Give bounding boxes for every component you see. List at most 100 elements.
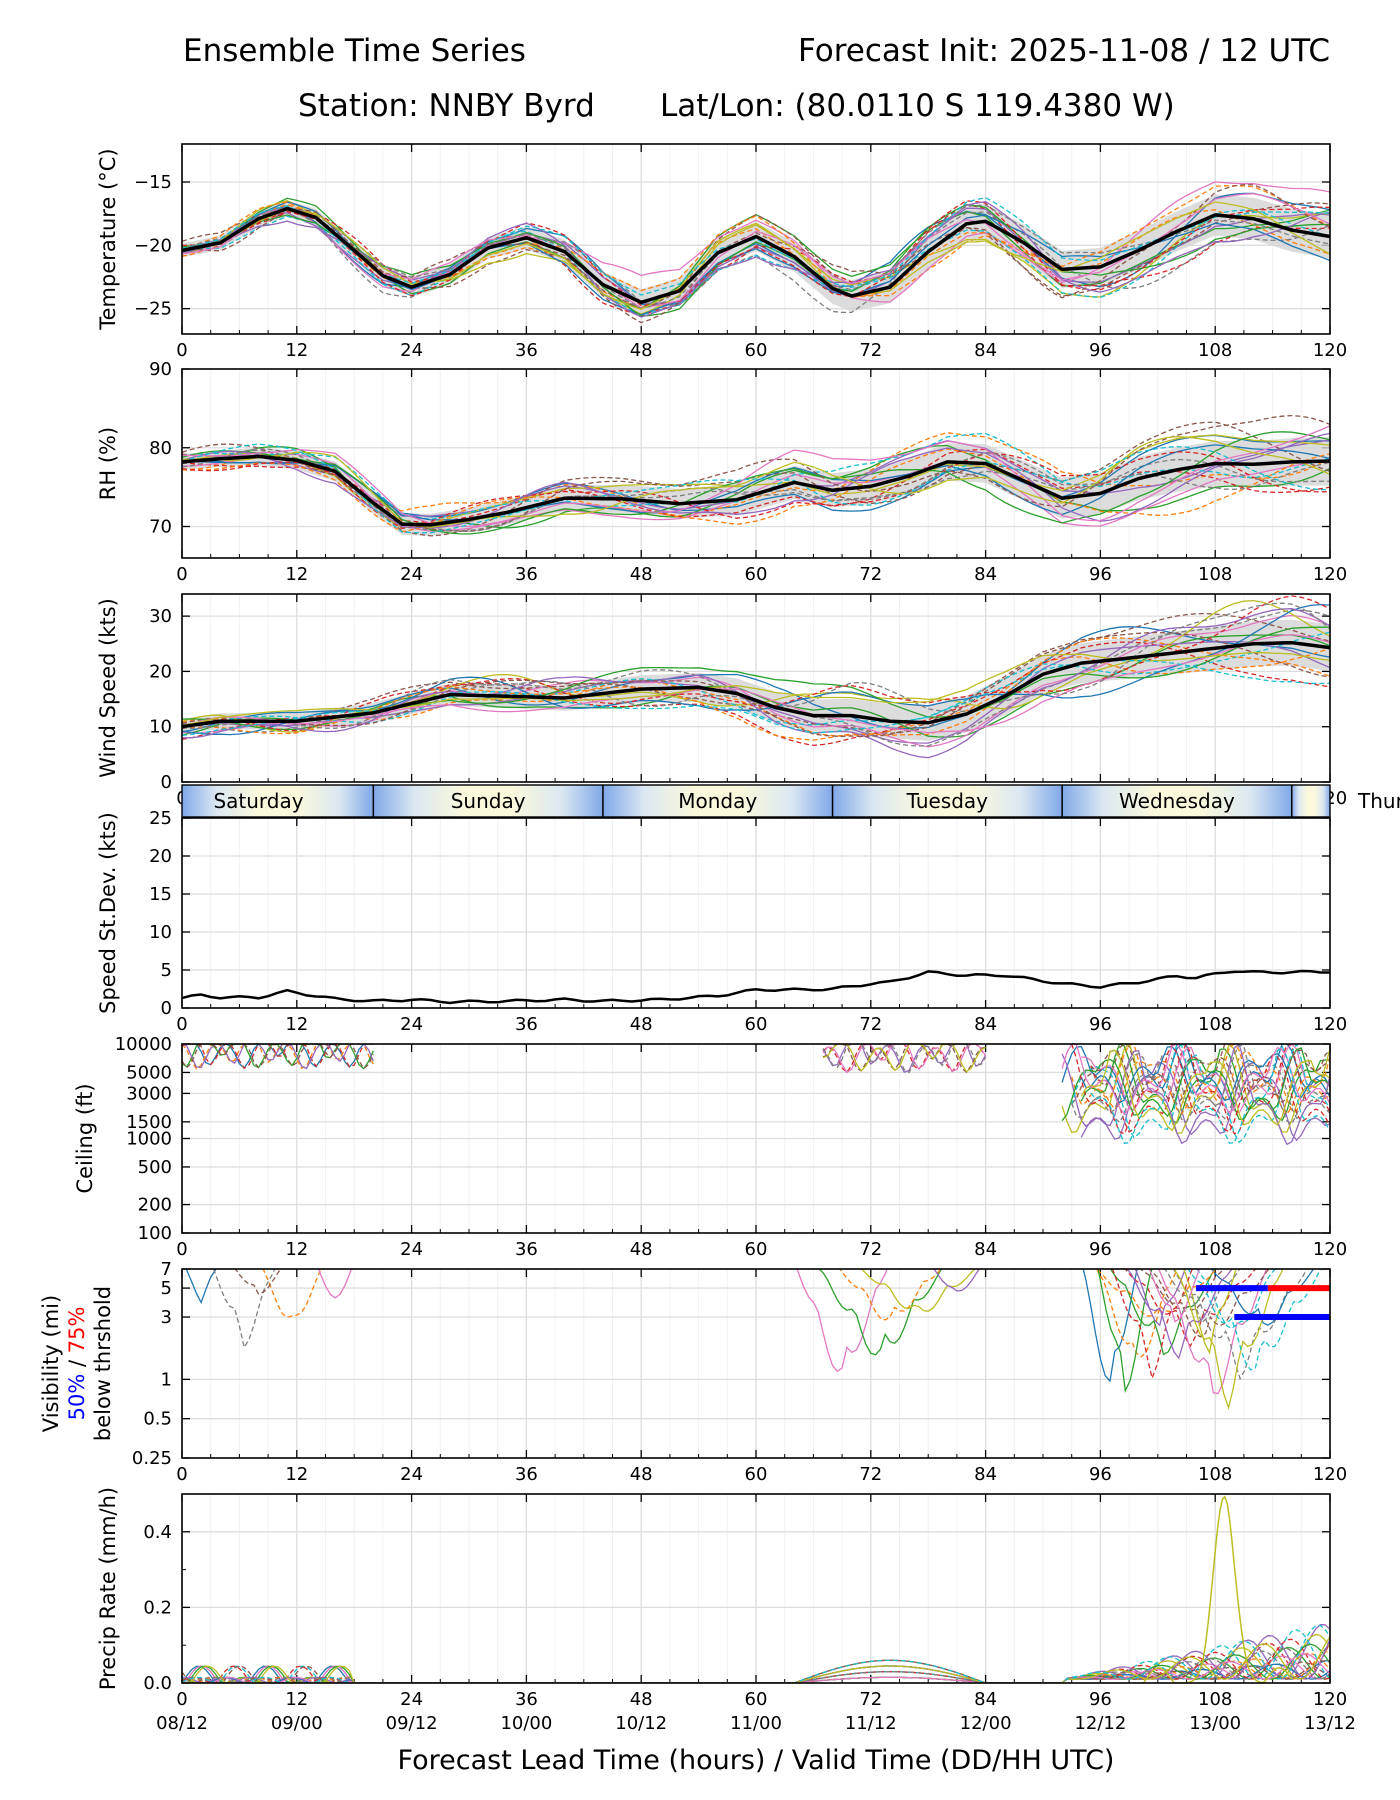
threshold-75-label: 75% (65, 1307, 89, 1354)
valid-time-label: 10/00 (500, 1713, 552, 1734)
ensemble-member-line (1093, 1269, 1218, 1317)
y-tick-label: 1 (161, 1369, 172, 1390)
ensemble-member-line (182, 181, 1330, 303)
y-tick-label: 3000 (126, 1083, 172, 1104)
ensemble-member-line (234, 1269, 282, 1295)
x-tick-label: 24 (400, 1689, 423, 1710)
ensemble-member-line (182, 425, 1330, 528)
ensemble-member-line (182, 197, 1330, 296)
y-tick-label: 0.5 (143, 1409, 172, 1430)
x-tick-label: 36 (515, 1464, 538, 1485)
ensemble-member-line (1071, 1044, 1330, 1135)
ensemble-member-line (1109, 1269, 1216, 1356)
plot-area (182, 181, 1330, 324)
x-tick-label: 60 (745, 1014, 768, 1035)
threshold-50-label: 50% (65, 1374, 89, 1421)
x-tick-label: 108 (1198, 1464, 1232, 1485)
visibility-axis-label: Visibility (mi) (39, 1295, 63, 1432)
day-segment (832, 785, 1063, 817)
ensemble-member-line (933, 1269, 981, 1292)
x-tick-label: 108 (1198, 1239, 1232, 1260)
valid-time-label: 09/00 (271, 1713, 323, 1734)
valid-time-label: 11/00 (730, 1713, 782, 1734)
panel-border-precip (181, 1493, 1331, 1684)
x-tick-label: 72 (859, 340, 882, 361)
x-tick-label: 36 (515, 340, 538, 361)
ensemble-member-line (182, 631, 1330, 738)
day-segment (1291, 785, 1330, 817)
x-tick-label: 84 (974, 564, 997, 585)
ensemble-member-line (182, 434, 1330, 518)
plot-area (182, 1495, 1330, 1683)
ensemble-member-line (182, 209, 1330, 316)
x-tick-label: 60 (745, 1689, 768, 1710)
ensemble-member-line (182, 612, 1330, 735)
stdev-axis-label: Speed St.Dev. (kts) (96, 812, 120, 1014)
panel-border-ceiling (181, 1043, 1331, 1234)
y-tick-label: 1500 (126, 1112, 172, 1133)
ensemble-member-line (182, 414, 1330, 532)
spread-band (182, 194, 1330, 316)
x-tick-label: 0 (176, 340, 187, 361)
x-tick-label: 0 (176, 564, 187, 585)
x-tick-label: 108 (1198, 340, 1232, 361)
ensemble-member-line (182, 1044, 374, 1070)
ensemble-member-line (182, 453, 1330, 532)
ensemble-member-line (182, 449, 1330, 532)
y-tick-label: 0 (161, 772, 172, 793)
ensemble-member-line (182, 1624, 1330, 1683)
ensemble-mean-line (182, 454, 1330, 527)
ensemble-member-line (182, 200, 1330, 307)
x-tick-label: 96 (1089, 1014, 1112, 1035)
wind-axis-label: Wind Speed (kts) (96, 598, 120, 778)
day-label: Wednesday (1119, 789, 1235, 813)
ensemble-member-line (1061, 1047, 1330, 1122)
y-tick-label: 5000 (126, 1062, 172, 1083)
ensemble-member-line (1080, 1046, 1330, 1104)
ensemble-mean-line (182, 640, 1330, 729)
ensemble-member-line (182, 435, 1330, 528)
day-label: Thursday (1357, 789, 1400, 813)
plot-area (182, 595, 1330, 759)
ensemble-member-line (182, 443, 1330, 534)
valid-time-label: 12/12 (1074, 1713, 1126, 1734)
ensemble-member-line (318, 1269, 353, 1299)
y-tick-label: 3 (161, 1307, 172, 1328)
day-segment (373, 785, 603, 817)
ensemble-member-line (212, 1269, 276, 1349)
ensemble-member-line (1097, 1269, 1153, 1393)
x-tick-label: 120 (1313, 1014, 1347, 1035)
plot-area (185, 1269, 1322, 1411)
x-tick-label: 12 (285, 1014, 308, 1035)
day-label: Tuesday (906, 789, 989, 813)
visibility-threshold-label: 50% / 75% (65, 1307, 89, 1421)
y-tick-label: 10000 (115, 1034, 172, 1055)
ensemble-member-line (182, 203, 1330, 317)
valid-time-label: 12/00 (960, 1713, 1012, 1734)
x-tick-label: 60 (745, 564, 768, 585)
y-tick-label: 5 (161, 960, 172, 981)
y-tick-label: 0.25 (132, 1448, 172, 1469)
x-tick-label: 108 (1198, 564, 1232, 585)
ensemble-member-line (182, 626, 1330, 733)
x-tick-label: 12 (285, 564, 308, 585)
y-tick-label: 200 (138, 1195, 172, 1216)
ensemble-member-line (1071, 1044, 1330, 1125)
ensemble-member-line (796, 1269, 888, 1373)
x-tick-label: 108 (1198, 1689, 1232, 1710)
ensemble-member-line (1090, 1049, 1330, 1101)
ensemble-member-line (182, 204, 1330, 310)
ensemble-member-line (822, 1044, 986, 1073)
x-tick-label: 120 (1313, 564, 1347, 585)
plot-area (182, 414, 1330, 537)
x-tick-label: 12 (285, 1464, 308, 1485)
x-tick-label: 12 (285, 1239, 308, 1260)
x-tick-label: 0 (176, 1239, 187, 1260)
forecast-init: Forecast Init: 2025-11-08 / 12 UTC (798, 33, 1330, 69)
x-tick-label: 36 (515, 1014, 538, 1035)
day-label: Saturday (213, 789, 303, 813)
x-tick-label: 60 (745, 1239, 768, 1260)
y-tick-label: 100 (138, 1223, 172, 1244)
valid-time-label: 08/12 (156, 1713, 208, 1734)
